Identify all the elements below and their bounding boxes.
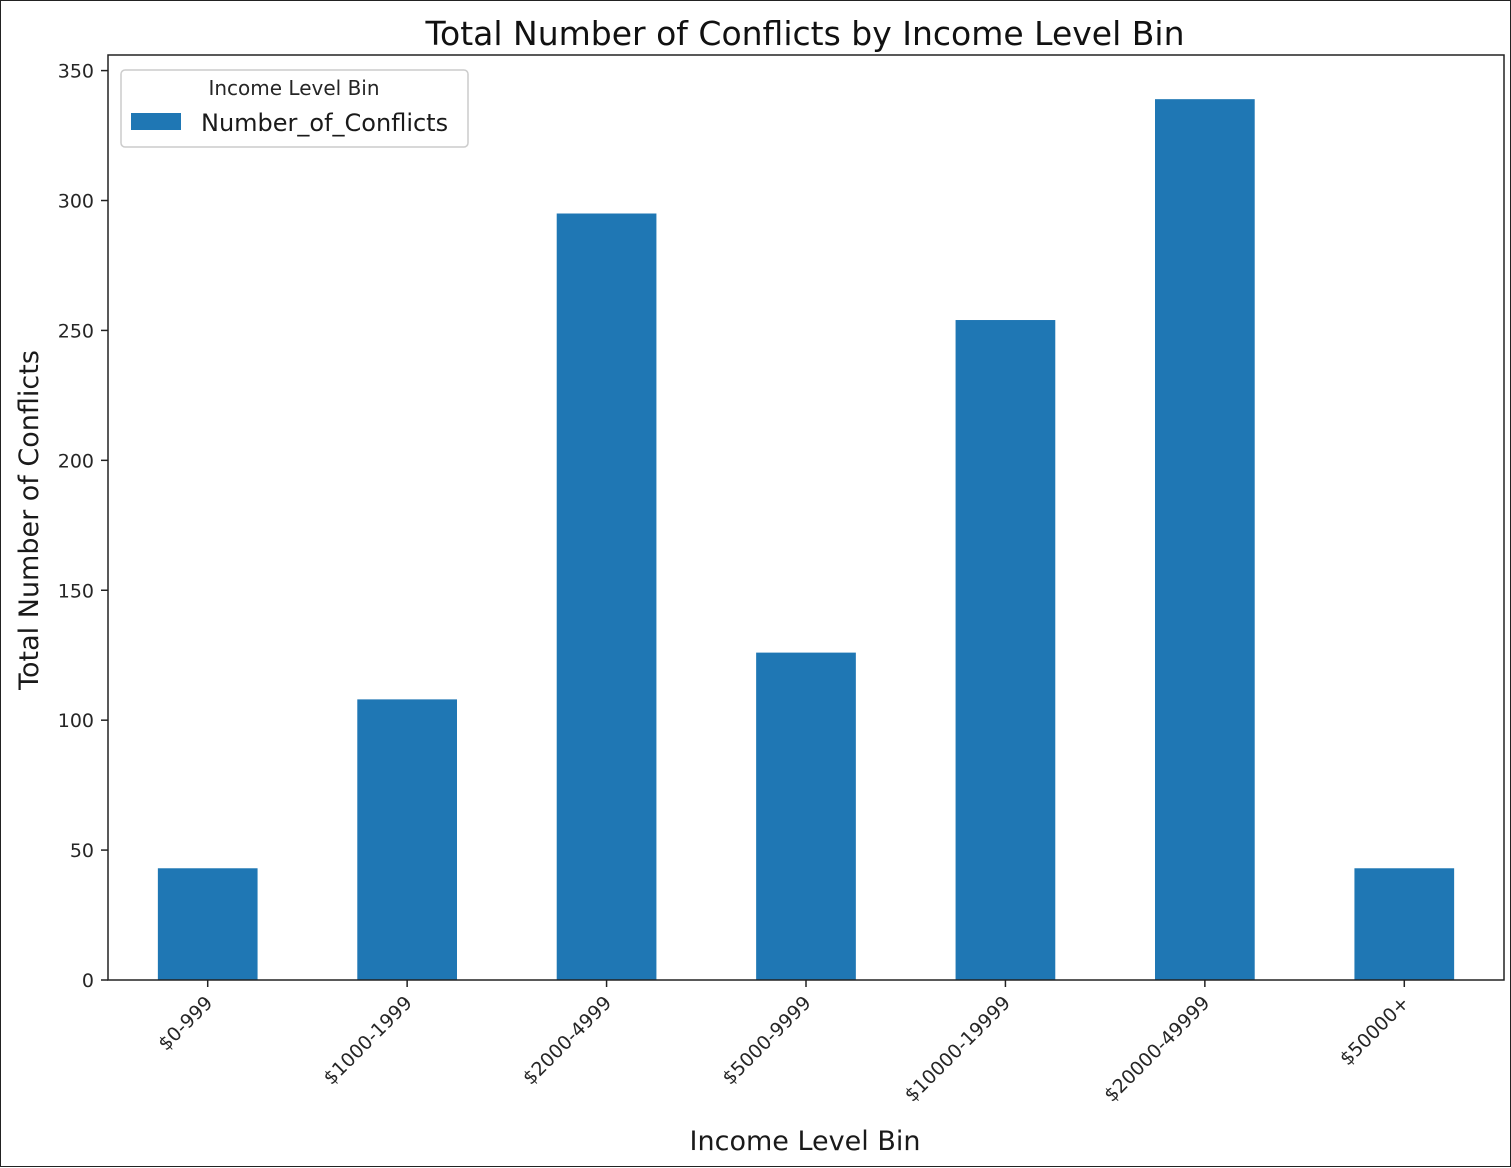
legend-box (120, 69, 469, 148)
x-tick-label-6: $50000+ (1336, 992, 1414, 1070)
legend-title: Income Level Bin (208, 76, 379, 100)
bar-2 (556, 213, 657, 980)
legend: Income Level Bin Number_of_Conflicts (120, 69, 469, 148)
y-axis: 0 50 100 150 200 250 300 350 (58, 61, 108, 992)
y-tick-label-3: 150 (58, 580, 94, 602)
y-tick-label-2: 100 (58, 710, 94, 732)
legend-entry-label: Number_of_Conflicts (201, 109, 448, 137)
bars-layer (157, 99, 1455, 981)
y-tick-label-6: 300 (58, 191, 94, 213)
x-tick-label-3: $5000-9999 (718, 992, 815, 1089)
bar-4 (955, 320, 1056, 980)
y-tick-label-1: 50 (70, 840, 94, 862)
y-tick-label-0: 0 (82, 970, 94, 992)
x-tick-label-2: $2000-4999 (519, 992, 616, 1089)
x-axis: $0-999 $1000-1999 $2000-4999 $5000-9999 $100… (154, 980, 1414, 1106)
chart-title: Total Number of Conflicts by Income Leve… (425, 14, 1185, 53)
bar-1 (357, 699, 457, 980)
bar-0 (157, 868, 258, 980)
bar-3 (756, 652, 856, 980)
x-axis-title: Income Level Bin (690, 1126, 921, 1157)
y-tick-label-7: 350 (58, 61, 94, 83)
bar-5 (1155, 99, 1255, 981)
y-tick-label-4: 200 (58, 450, 94, 472)
y-axis-title: Total Number of Conflicts (14, 350, 45, 691)
x-tick-label-1: $1000-1999 (319, 992, 416, 1089)
x-tick-label-0: $0-999 (154, 992, 217, 1055)
y-tick-label-5: 250 (58, 320, 94, 342)
bar-6 (1354, 868, 1455, 980)
x-tick-label-4: $10000-19999 (901, 992, 1015, 1106)
x-tick-label-5: $20000-49999 (1100, 992, 1214, 1106)
legend-swatch (131, 113, 181, 130)
